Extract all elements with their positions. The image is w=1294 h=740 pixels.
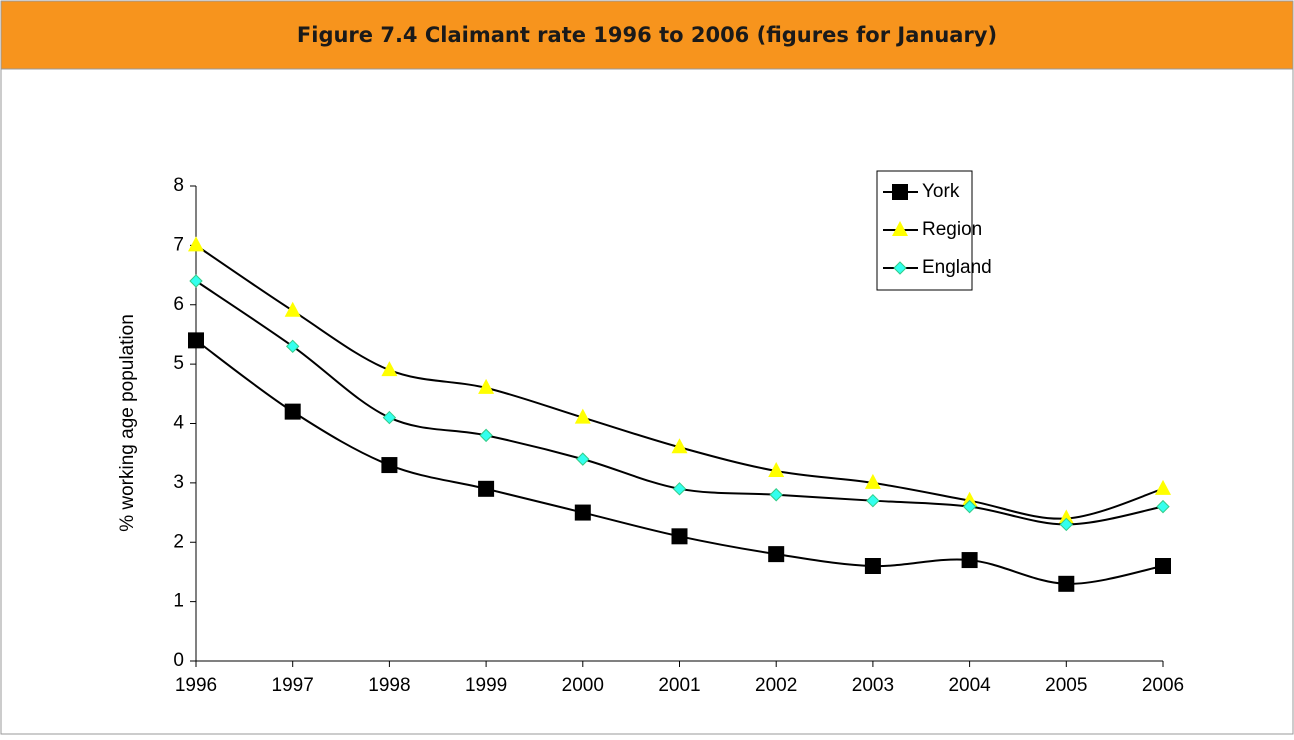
x-tick-label: 1997	[272, 675, 314, 696]
x-tick-label: 2001	[658, 675, 700, 696]
marker	[574, 408, 591, 424]
marker	[893, 261, 907, 275]
marker	[574, 504, 591, 521]
marker	[188, 332, 204, 349]
marker	[768, 546, 785, 563]
marker	[768, 462, 785, 477]
marker	[188, 236, 204, 252]
marker	[866, 493, 880, 508]
y-tick-label: 5	[173, 353, 184, 374]
legend-label: England	[922, 257, 992, 278]
marker	[892, 184, 908, 200]
marker	[961, 491, 978, 507]
marker	[381, 361, 398, 377]
series-line	[195, 244, 1164, 520]
marker	[381, 457, 398, 474]
x-tick-label: 2000	[562, 675, 604, 696]
marker	[1059, 517, 1074, 532]
y-tick-label: 0	[173, 650, 184, 671]
x-tick-label: 2006	[1142, 675, 1184, 696]
y-tick-label: 6	[173, 294, 184, 315]
marker	[1058, 575, 1075, 592]
x-tick-label: 2004	[948, 675, 991, 696]
marker	[1058, 509, 1075, 525]
x-tick-label: 1998	[368, 675, 410, 696]
marker	[284, 301, 301, 317]
marker	[1156, 499, 1170, 514]
y-tick-label: 2	[173, 531, 184, 552]
y-tick-label: 1	[173, 591, 184, 612]
marker	[1155, 479, 1171, 495]
marker	[284, 403, 301, 420]
marker	[478, 480, 495, 497]
marker	[961, 552, 978, 569]
marker	[382, 410, 397, 425]
chart-title: Figure 7.4 Claimant rate 1996 to 2006 (f…	[297, 23, 997, 47]
marker	[671, 528, 688, 545]
marker	[672, 482, 687, 496]
x-tick-label: 2005	[1045, 675, 1087, 696]
x-tick-label: 1996	[175, 675, 217, 696]
y-axis-label: % working age population	[117, 314, 138, 532]
marker	[864, 473, 881, 489]
marker	[479, 428, 493, 443]
y-tick-label: 4	[173, 413, 184, 434]
marker	[769, 488, 783, 502]
marker	[576, 452, 590, 466]
series-line	[195, 280, 1164, 526]
x-tick-label: 1999	[465, 675, 507, 696]
marker	[285, 339, 300, 354]
legend-label: Region	[922, 219, 982, 240]
marker	[189, 274, 203, 288]
y-tick-label: 3	[173, 472, 184, 493]
header-bar	[0, 0, 1294, 70]
marker	[962, 499, 977, 514]
legend-label: York	[922, 181, 960, 202]
marker	[478, 378, 495, 394]
marker	[892, 221, 908, 236]
marker	[1155, 558, 1171, 574]
x-tick-label: 2002	[755, 675, 797, 696]
y-tick-label: 7	[173, 234, 184, 255]
marker	[671, 438, 688, 454]
x-tick-label: 2003	[852, 675, 894, 696]
y-tick-label: 8	[173, 175, 184, 196]
marker	[864, 558, 881, 574]
